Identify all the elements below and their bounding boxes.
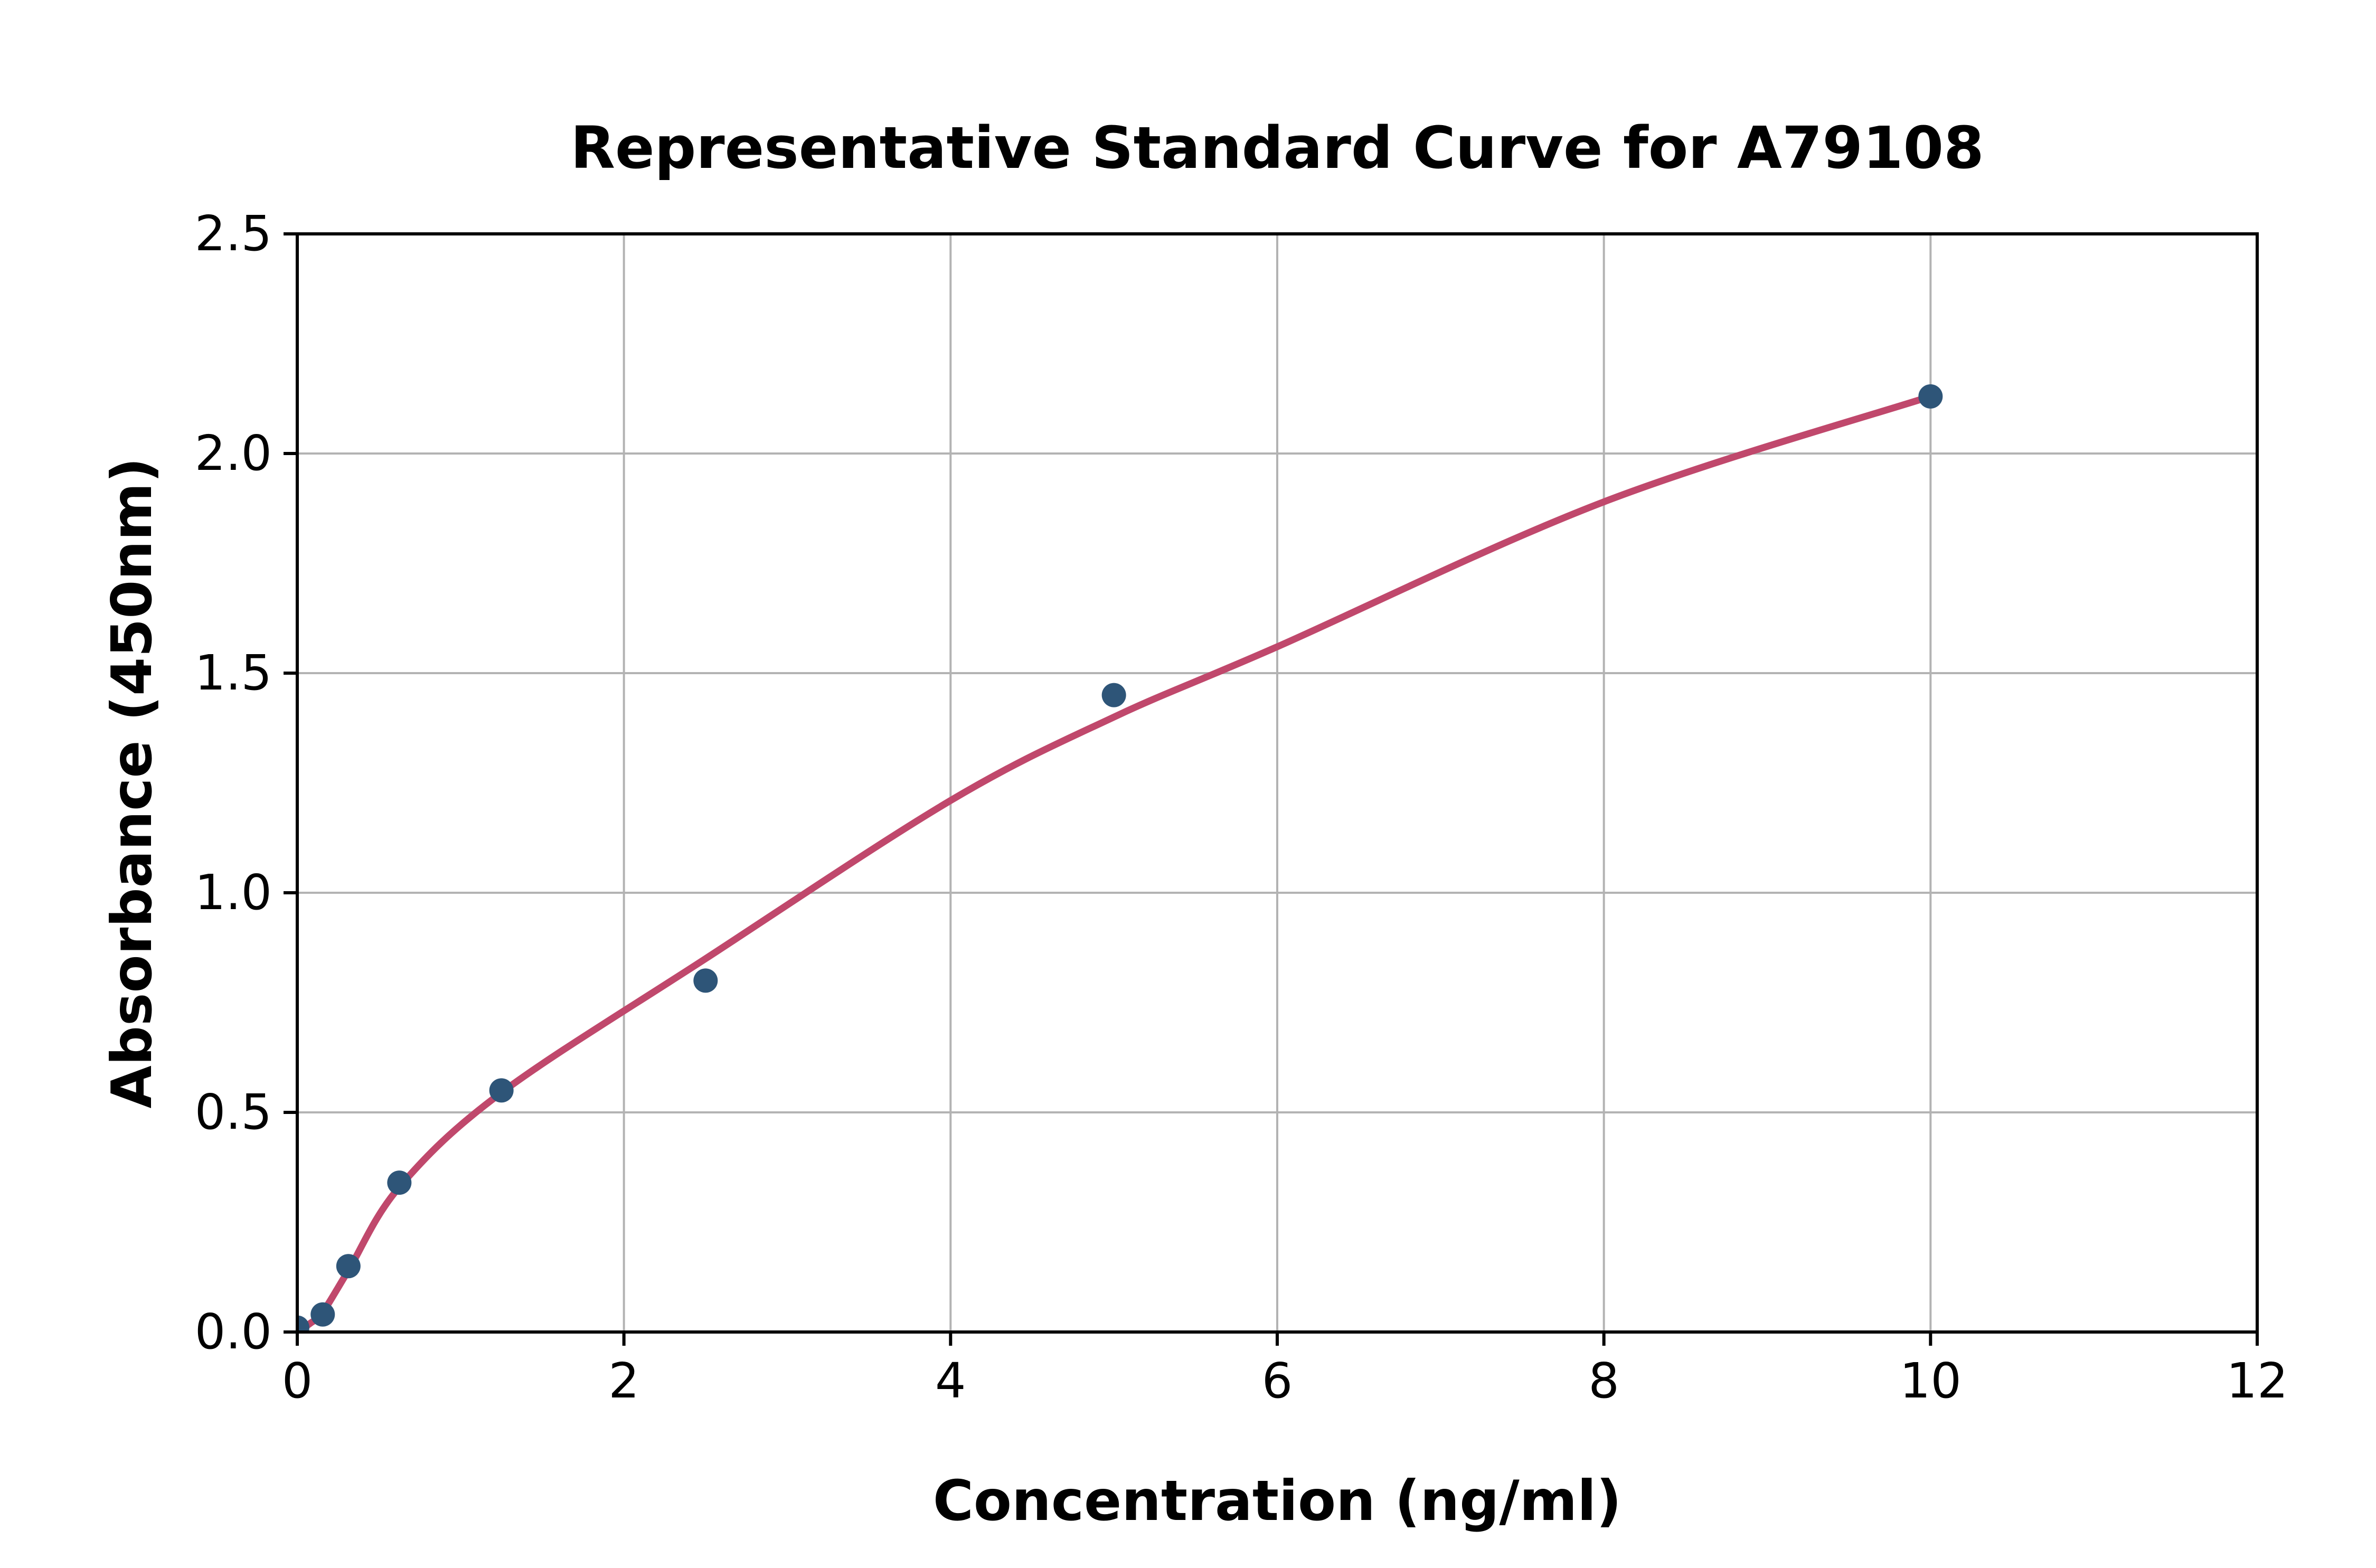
- y-tick-label: 2.5: [194, 205, 272, 262]
- y-tick-label: 2.0: [194, 425, 272, 481]
- data-point-marker: [336, 1254, 361, 1279]
- y-tick-label: 0.5: [194, 1084, 272, 1140]
- chart-title: Representative Standard Curve for A79108: [570, 114, 1984, 182]
- x-tick-label: 2: [608, 1353, 639, 1409]
- data-point-marker: [693, 968, 718, 993]
- x-axis-title: Concentration (ng/ml): [932, 1469, 1622, 1533]
- y-tick-label: 1.0: [194, 864, 272, 921]
- x-tick-label: 12: [2226, 1353, 2288, 1409]
- x-tick-label: 6: [1261, 1353, 1293, 1409]
- x-tick-label: 10: [1899, 1353, 1962, 1409]
- x-tick-label: 8: [1588, 1353, 1619, 1409]
- data-point-marker: [489, 1078, 514, 1103]
- data-point-marker: [297, 1315, 309, 1332]
- fitted-curve-line: [297, 393, 1934, 1332]
- data-point-marker: [310, 1302, 335, 1327]
- data-point-marker: [1101, 683, 1126, 707]
- data-point-marker: [387, 1170, 412, 1195]
- y-tick-label: 1.5: [194, 645, 272, 701]
- data-point-marker: [1918, 384, 1943, 409]
- x-tick-label: 0: [281, 1353, 313, 1409]
- y-tick-label: 0.0: [194, 1303, 272, 1360]
- x-tick-label: 4: [935, 1353, 966, 1409]
